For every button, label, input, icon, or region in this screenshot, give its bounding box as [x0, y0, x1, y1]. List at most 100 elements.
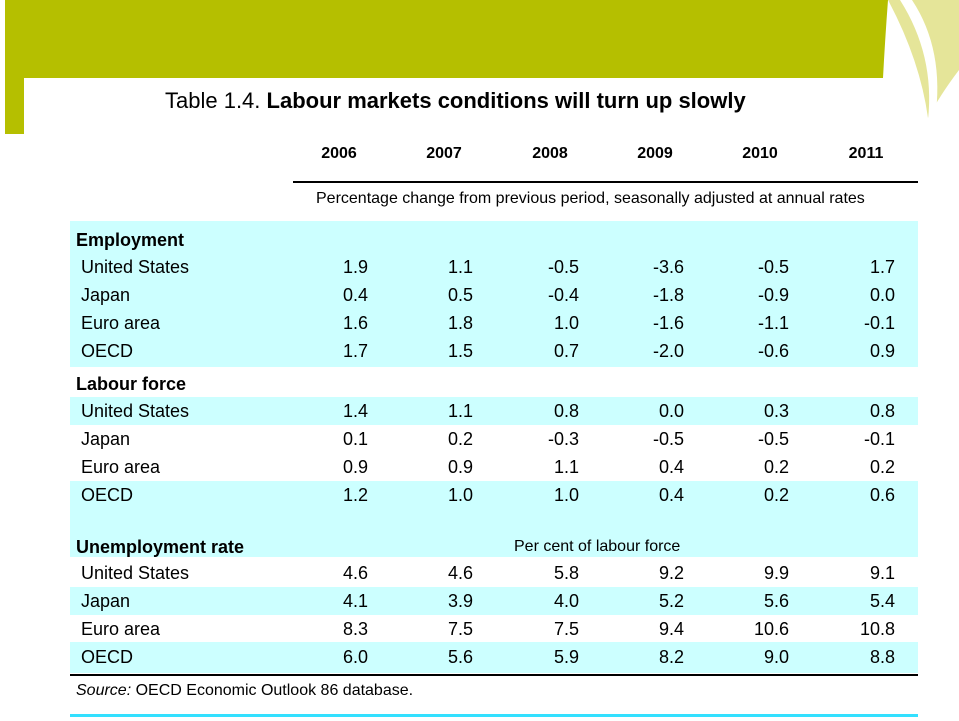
- table-cell: -0.9: [757, 285, 789, 305]
- table-cell: 0.5: [447, 285, 473, 305]
- table-cell: 0.1: [342, 429, 368, 449]
- table-cell: 1.8: [447, 313, 473, 333]
- table-cell: 8.2: [658, 647, 684, 667]
- section-title-employment: Employment: [76, 230, 185, 250]
- row-label: Japan: [81, 429, 131, 449]
- year-header: 2008: [532, 145, 568, 162]
- table-cell: 1.9: [342, 257, 368, 277]
- band-lf-oecd-ur: [70, 481, 918, 557]
- table-row: Japan 0.4 0.5 -0.4 -1.8 -0.9 0.0: [70, 281, 918, 309]
- row-label: OECD: [81, 647, 134, 667]
- table-cell: 1.0: [553, 485, 579, 505]
- table-row: Japan 0.1 0.2 -0.3 -0.5 -0.5 -0.1: [70, 425, 918, 453]
- table-cell: -0.5: [757, 429, 789, 449]
- table-subheader: Percentage change from previous period, …: [316, 190, 865, 207]
- table-cell: 3.9: [447, 591, 473, 611]
- header-rule: [293, 181, 918, 183]
- row-label: United States: [81, 401, 190, 421]
- table-cell: 0.3: [763, 401, 789, 421]
- slide-top-band: [5, 0, 888, 134]
- table-cell: 0.9: [447, 457, 473, 477]
- table-cell: -0.6: [757, 341, 789, 361]
- table-cell: 7.5: [553, 619, 579, 639]
- table-cell: 0.2: [763, 485, 789, 505]
- year-header: 2006: [321, 145, 357, 162]
- table-row: Euro area 8.3 7.5 7.5 9.4 10.6 10.8: [70, 615, 918, 643]
- table-row: OECD 1.7 1.5 0.7 -2.0 -0.6 0.9: [70, 337, 918, 365]
- table-cell: 5.9: [553, 647, 579, 667]
- year-header: 2009: [637, 145, 673, 162]
- table-cell: -0.3: [547, 429, 579, 449]
- table-cell: -0.5: [547, 257, 579, 277]
- table-cell: 9.1: [869, 563, 895, 583]
- table-cell: 1.0: [553, 313, 579, 333]
- band-ur-oecd: [70, 642, 918, 673]
- table-cell: 4.0: [553, 591, 579, 611]
- row-label: United States: [81, 563, 190, 583]
- table-cell: 0.4: [342, 285, 368, 305]
- table-cell: -0.5: [757, 257, 789, 277]
- table-row: United States 1.9 1.1 -0.5 -3.6 -0.5 1.7: [70, 253, 918, 281]
- table-row: United States 4.6 4.6 5.8 9.2 9.9 9.1: [70, 559, 918, 587]
- table-cell: -0.1: [863, 313, 895, 333]
- table-cell: 5.6: [763, 591, 789, 611]
- row-label: Euro area: [81, 457, 161, 477]
- table-cell: 1.5: [447, 341, 473, 361]
- table-cell: 10.8: [859, 619, 895, 639]
- table-cell: 1.1: [447, 257, 473, 277]
- year-header: 2007: [426, 145, 462, 162]
- table-cell: 9.2: [658, 563, 684, 583]
- table-cell: 1.6: [342, 313, 368, 333]
- table-row: United States 1.4 1.1 0.8 0.0 0.3 0.8: [70, 397, 918, 425]
- table-cell: -2.0: [652, 341, 684, 361]
- table-row: Euro area 0.9 0.9 1.1 0.4 0.2 0.2: [70, 453, 918, 481]
- table-cell: 0.8: [869, 401, 895, 421]
- row-label: OECD: [81, 341, 134, 361]
- source-text: OECD Economic Outlook 86 database.: [135, 682, 414, 699]
- year-header: 2010: [742, 145, 778, 162]
- row-label: Japan: [81, 591, 131, 611]
- band-employment: [70, 221, 918, 367]
- table-source: Source: OECD Economic Outlook 86 databas…: [76, 682, 413, 700]
- table-cell: 1.4: [342, 401, 368, 421]
- table-cell: -0.4: [547, 285, 579, 305]
- table-cell: 0.6: [869, 485, 895, 505]
- table-cell: 0.7: [553, 341, 579, 361]
- table-cell: 5.2: [658, 591, 684, 611]
- table-cell: 1.7: [869, 257, 895, 277]
- table-cell: -3.6: [652, 257, 684, 277]
- table-cell: 7.5: [447, 619, 473, 639]
- table-cell: 4.6: [447, 563, 473, 583]
- table-title: Table 1.4. Labour markets conditions wil…: [165, 88, 746, 114]
- table-cell: -1.1: [757, 313, 789, 333]
- table-cell: 0.0: [869, 285, 895, 305]
- section-title-unemployment: Unemployment rate: [76, 537, 245, 557]
- row-label: United States: [81, 257, 190, 277]
- table-row: OECD 6.0 5.6 5.9 8.2 9.0 8.8: [70, 643, 918, 671]
- table-row: Euro area 1.6 1.8 1.0 -1.6 -1.1 -0.1: [70, 309, 918, 337]
- slide-corner-curve: [900, 0, 938, 120]
- table-cell: -1.6: [652, 313, 684, 333]
- table-cell: 0.4: [658, 457, 684, 477]
- table-cell: 1.1: [447, 401, 473, 421]
- row-label: Euro area: [81, 313, 161, 333]
- table-title-text: Labour markets conditions will turn up s…: [266, 88, 746, 113]
- table-cell: 1.2: [342, 485, 368, 505]
- table-cell: 8.8: [869, 647, 895, 667]
- table-cell: 8.3: [342, 619, 368, 639]
- section-title-labour-force: Labour force: [76, 374, 187, 394]
- table-row: Japan 4.1 3.9 4.0 5.2 5.6 5.4: [70, 587, 918, 615]
- table-cell: 0.0: [658, 401, 684, 421]
- table-cell: 0.9: [342, 457, 368, 477]
- source-prefix: Source:: [76, 682, 132, 699]
- row-label: OECD: [81, 485, 134, 505]
- table-cell: 0.9: [869, 341, 895, 361]
- table-row: OECD 1.2 1.0 1.0 0.4 0.2 0.6: [70, 481, 918, 509]
- table-cell: -0.1: [863, 429, 895, 449]
- table-cell: 0.2: [869, 457, 895, 477]
- table-cell: 0.4: [658, 485, 684, 505]
- table-cell: 1.7: [342, 341, 368, 361]
- table-cell: 0.8: [553, 401, 579, 421]
- row-label: Euro area: [81, 619, 161, 639]
- table-number: Table 1.4.: [165, 88, 261, 113]
